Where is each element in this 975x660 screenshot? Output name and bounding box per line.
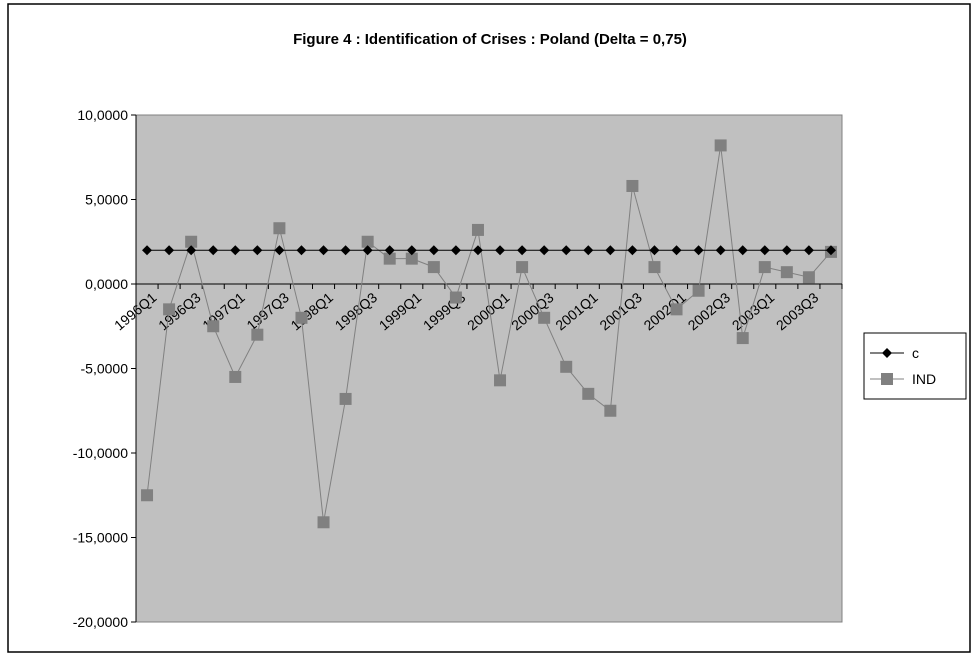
legend (863, 332, 967, 400)
point (251, 328, 264, 341)
point (781, 245, 792, 256)
point (384, 245, 395, 256)
point (428, 245, 439, 256)
point (648, 261, 661, 274)
point (649, 245, 660, 256)
point (582, 387, 595, 400)
point (274, 245, 285, 256)
point (273, 222, 286, 235)
point (295, 311, 308, 324)
point (318, 245, 329, 256)
legend-label: IND (912, 371, 936, 387)
point (605, 245, 616, 256)
point (427, 261, 440, 274)
point (627, 245, 638, 256)
point (759, 245, 770, 256)
y-tick-label: -20,0000 (73, 614, 128, 630)
point (252, 245, 263, 256)
point (207, 320, 220, 333)
point (494, 374, 507, 387)
legend-marker (881, 373, 893, 385)
point (163, 303, 176, 316)
point (141, 489, 154, 502)
point (604, 404, 617, 417)
point (715, 245, 726, 256)
point (164, 245, 175, 256)
point (560, 360, 573, 373)
y-tick-label: -15,0000 (73, 530, 128, 546)
point (142, 245, 153, 256)
point (714, 139, 727, 152)
point (317, 516, 330, 529)
point (736, 332, 749, 345)
series-line (146, 145, 832, 523)
point (340, 245, 351, 256)
point (495, 245, 506, 256)
y-tick-label: 5,0000 (85, 192, 128, 208)
point (472, 245, 483, 256)
point (471, 223, 484, 236)
point (780, 266, 793, 279)
point (539, 245, 550, 256)
plot-area (135, 114, 843, 623)
point (671, 245, 682, 256)
y-tick-label: 10,0000 (77, 107, 128, 123)
point (186, 245, 197, 256)
y-tick-label: -5,0000 (81, 361, 129, 377)
point (802, 271, 815, 284)
legend-marker (882, 348, 892, 358)
point (561, 245, 572, 256)
point (693, 245, 704, 256)
point (670, 303, 683, 316)
point (383, 252, 396, 265)
point (450, 245, 461, 256)
point (229, 370, 242, 383)
point (406, 245, 417, 256)
point (692, 284, 705, 297)
y-tick-label: -10,0000 (73, 445, 128, 461)
point (405, 252, 418, 265)
point (230, 245, 241, 256)
y-tick-label: 0,0000 (85, 276, 128, 292)
chart-title: Figure 4 : Identification of Crises : Po… (293, 31, 687, 48)
point (626, 179, 639, 192)
point (516, 261, 529, 274)
point (825, 245, 836, 256)
point (339, 392, 352, 405)
point (296, 245, 307, 256)
point (362, 245, 373, 256)
point (583, 245, 594, 256)
legend-label: c (912, 345, 919, 361)
point (737, 245, 748, 256)
point (758, 261, 771, 274)
point (517, 245, 528, 256)
point (208, 245, 219, 256)
point (185, 235, 198, 248)
point (803, 245, 814, 256)
point (538, 311, 551, 324)
point (449, 291, 462, 304)
point (361, 235, 374, 248)
